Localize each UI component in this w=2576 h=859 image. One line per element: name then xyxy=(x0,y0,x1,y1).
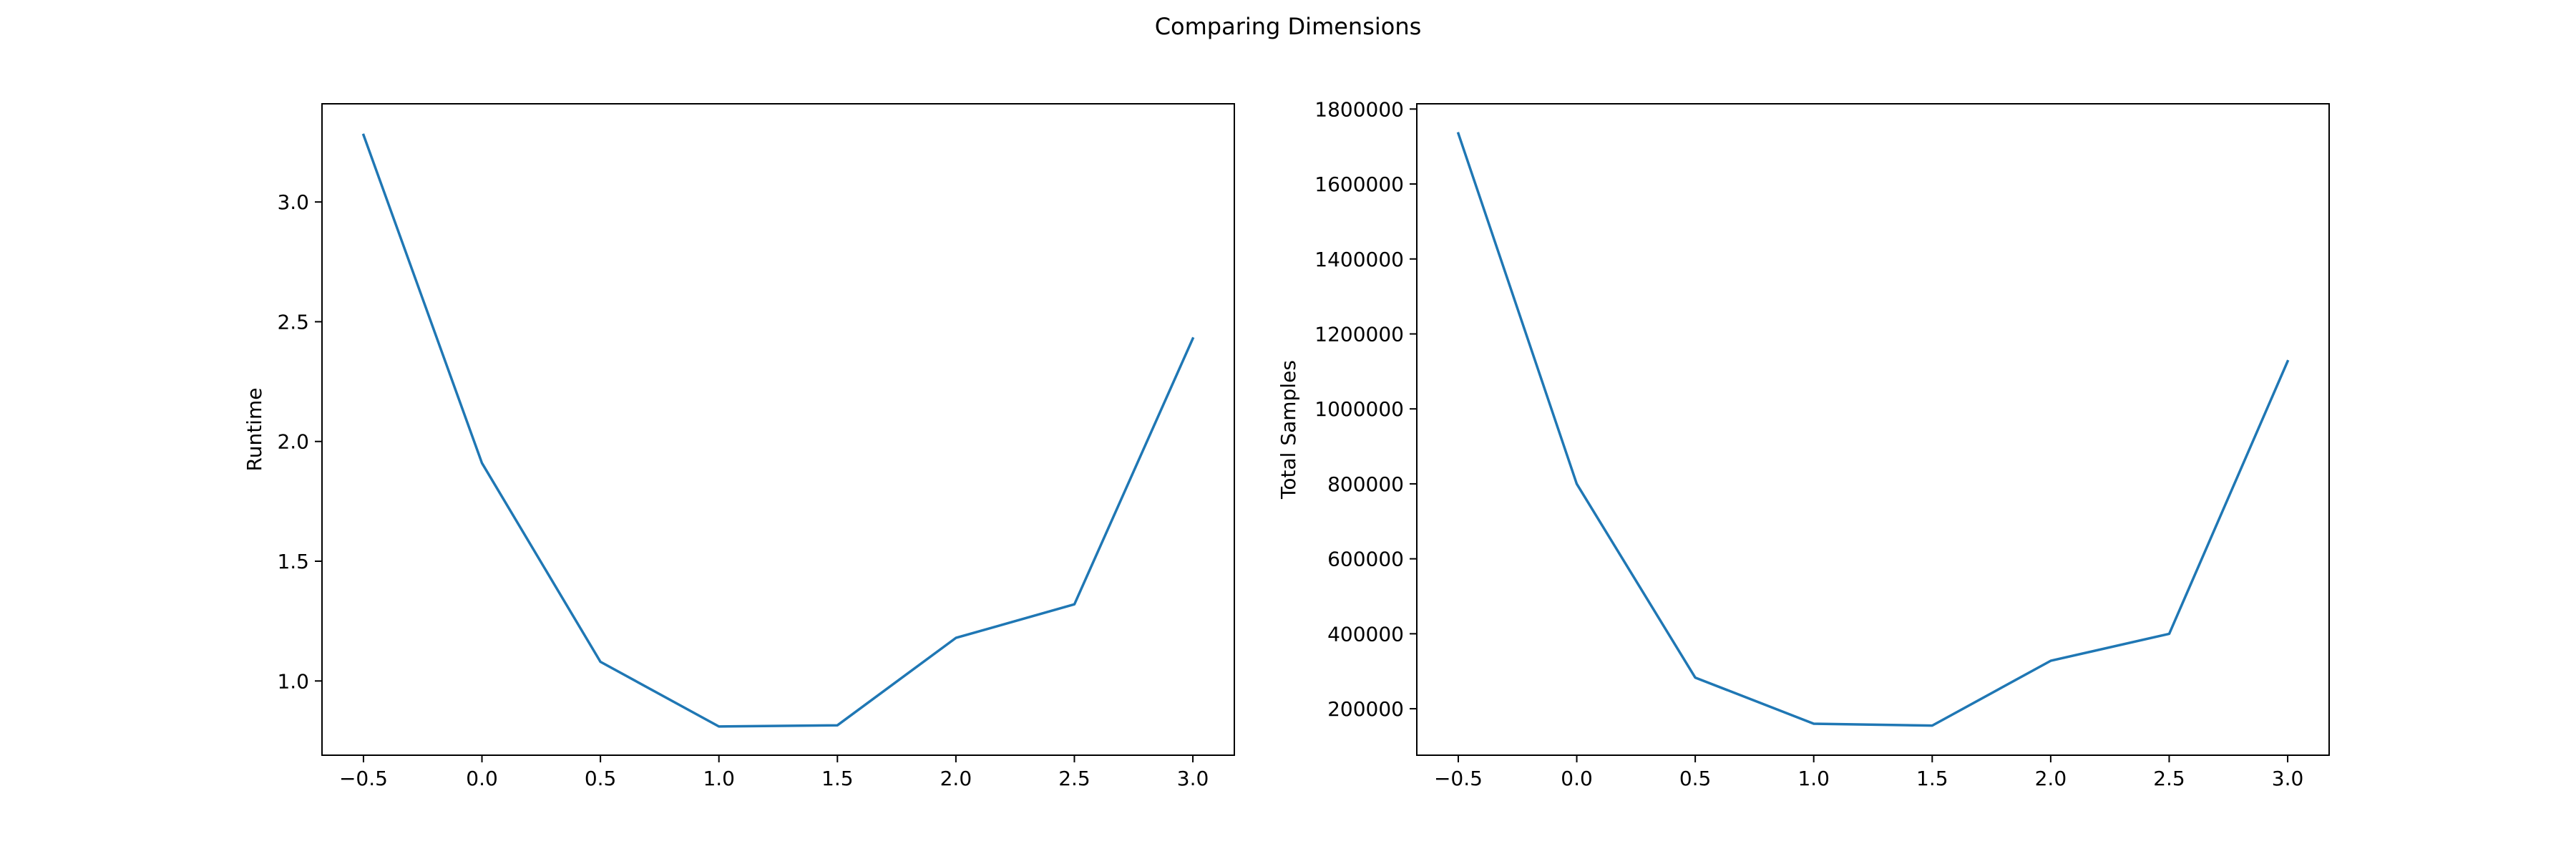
total-samples-y-tick-label: 200000 xyxy=(1327,697,1404,721)
total-samples-panel: −0.5 0.0 0.5 1.0 1.5 2.0 2.5 3.0 200000 400000 600… xyxy=(1277,97,2330,790)
runtime-y-tick-label: 1.5 xyxy=(277,550,309,573)
total-samples-x-tick-label: 0.5 xyxy=(1679,767,1712,790)
runtime-series-line xyxy=(361,133,1195,728)
total-samples-axes-frame xyxy=(1416,103,2330,756)
runtime-axes-frame xyxy=(321,103,1235,756)
runtime-panel: −0.5 0.0 0.5 1.0 1.5 2.0 2.5 3.0 1.0 1.5 2.0 2.5 3.0… xyxy=(243,103,1235,790)
runtime-y-tick-label: 1.0 xyxy=(277,669,309,693)
total-samples-x-tick-label: 2.5 xyxy=(2153,767,2185,790)
runtime-y-axis-label: Runtime xyxy=(243,388,266,472)
total-samples-x-tick-label: 0.0 xyxy=(1561,767,1593,790)
total-samples-x-tick-label: 1.5 xyxy=(1916,767,1948,790)
total-samples-y-tick-label: 1600000 xyxy=(1314,173,1404,196)
total-samples-x-tick-label: 1.0 xyxy=(1797,767,1830,790)
total-samples-y-tick-label: 600000 xyxy=(1327,548,1404,571)
runtime-y-tick-label: 2.0 xyxy=(277,430,309,454)
figure-title: Comparing Dimensions xyxy=(1155,13,1422,40)
runtime-x-tick-label: 0.5 xyxy=(585,767,617,790)
runtime-x-tick-label: −0.5 xyxy=(339,767,388,790)
runtime-x-tick-label: 0.0 xyxy=(466,767,498,790)
total-samples-y-tick-label: 1000000 xyxy=(1314,397,1404,421)
total-samples-x-tick-label: 2.0 xyxy=(2035,767,2067,790)
total-samples-y-tick-label: 1800000 xyxy=(1314,97,1404,121)
runtime-x-tick-label: 2.0 xyxy=(940,767,972,790)
runtime-x-tick-label: 2.5 xyxy=(1058,767,1091,790)
runtime-x-tick-label: 1.0 xyxy=(703,767,735,790)
total-samples-y-tick-label: 400000 xyxy=(1327,622,1404,646)
runtime-y-tick-label: 2.5 xyxy=(277,310,309,334)
runtime-x-tick-label: 1.5 xyxy=(821,767,854,790)
total-samples-y-tick-label: 1400000 xyxy=(1314,248,1404,271)
total-samples-y-axis-label: Total Samples xyxy=(1277,360,1300,500)
total-samples-y-tick-label: 1200000 xyxy=(1314,322,1404,346)
total-samples-x-tick-label: −0.5 xyxy=(1434,767,1483,790)
total-samples-x-tick-label: 3.0 xyxy=(2272,767,2304,790)
total-samples-y-tick-label: 800000 xyxy=(1327,472,1404,496)
runtime-y-tick-label: 3.0 xyxy=(277,190,309,214)
total-samples-series-line xyxy=(1456,132,2290,727)
runtime-x-tick-label: 3.0 xyxy=(1177,767,1209,790)
